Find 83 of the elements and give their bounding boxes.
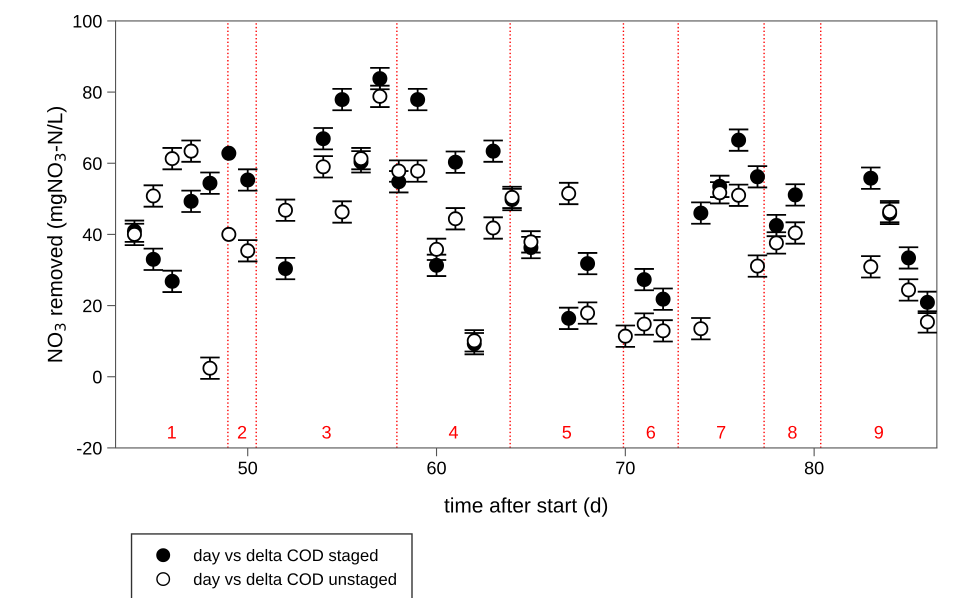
point bbox=[316, 159, 331, 174]
point bbox=[278, 261, 293, 276]
point bbox=[901, 282, 916, 298]
x-axis-title: time after start (d) bbox=[444, 497, 608, 517]
point bbox=[184, 194, 199, 209]
point bbox=[788, 187, 803, 202]
point bbox=[240, 243, 256, 258]
point bbox=[712, 185, 728, 200]
point bbox=[580, 306, 596, 321]
point bbox=[221, 226, 236, 242]
point bbox=[278, 202, 293, 218]
point bbox=[750, 258, 765, 274]
point bbox=[901, 250, 916, 266]
y-tick-label: 60 bbox=[83, 157, 102, 170]
y-tick-label: 0 bbox=[93, 370, 102, 384]
point bbox=[863, 259, 878, 274]
point bbox=[184, 144, 199, 159]
point bbox=[146, 188, 161, 204]
point bbox=[580, 256, 596, 272]
y-tick-label: 40 bbox=[82, 228, 102, 242]
point bbox=[523, 234, 538, 250]
point bbox=[636, 316, 652, 332]
x-tick-label: 70 bbox=[616, 462, 635, 474]
point bbox=[788, 226, 803, 240]
point bbox=[636, 272, 652, 288]
point bbox=[354, 151, 368, 166]
point bbox=[429, 242, 444, 257]
point bbox=[410, 92, 426, 108]
annotation: 7 bbox=[717, 426, 726, 438]
x-tick-label: 50 bbox=[238, 462, 258, 474]
point bbox=[372, 88, 388, 104]
y-tick-label: 20 bbox=[83, 300, 102, 312]
annotation: 5 bbox=[562, 426, 572, 439]
point bbox=[334, 204, 350, 220]
annotation: 8 bbox=[788, 426, 797, 439]
point bbox=[126, 226, 142, 242]
annotation: 1 bbox=[168, 426, 176, 438]
point bbox=[410, 164, 426, 179]
y-tick-label: -20 bbox=[77, 442, 102, 455]
point bbox=[920, 294, 935, 310]
y-axis-title: NO$_{3}$ removed (mgNO$_{3}$-N/L) bbox=[47, 107, 67, 362]
point bbox=[731, 132, 746, 148]
point bbox=[920, 314, 935, 330]
x-tick-label: 60 bbox=[427, 462, 446, 474]
point bbox=[731, 188, 746, 203]
point bbox=[656, 292, 671, 307]
point bbox=[372, 71, 388, 86]
annotation: 2 bbox=[238, 426, 246, 438]
point bbox=[240, 172, 256, 188]
point bbox=[656, 323, 671, 338]
point bbox=[561, 186, 576, 201]
legend-label: day vs delta COD unstaged bbox=[194, 572, 396, 588]
point bbox=[750, 169, 765, 184]
point bbox=[693, 321, 708, 336]
point bbox=[863, 170, 878, 186]
point bbox=[466, 333, 482, 348]
point bbox=[221, 146, 236, 161]
point bbox=[316, 131, 331, 146]
annotation: 6 bbox=[646, 426, 656, 439]
y-tick-label: 100 bbox=[74, 14, 102, 28]
point bbox=[202, 176, 218, 191]
point bbox=[146, 252, 161, 267]
point bbox=[693, 206, 708, 221]
point bbox=[486, 220, 501, 236]
point bbox=[768, 218, 784, 234]
point bbox=[448, 211, 463, 226]
annotation: 3 bbox=[322, 426, 331, 439]
point bbox=[618, 328, 633, 344]
x-tick-label: 80 bbox=[804, 462, 824, 474]
point bbox=[391, 164, 406, 179]
point bbox=[202, 360, 218, 376]
point bbox=[768, 235, 784, 250]
point bbox=[486, 144, 501, 159]
annotation: 4 bbox=[448, 426, 458, 438]
point bbox=[504, 190, 520, 205]
point bbox=[164, 274, 180, 289]
point bbox=[448, 154, 463, 170]
annotation: 9 bbox=[874, 426, 883, 439]
y-tick-label: 80 bbox=[83, 86, 102, 99]
point bbox=[561, 310, 576, 326]
point bbox=[164, 151, 180, 166]
point bbox=[334, 92, 350, 108]
legend-label: day vs delta COD staged bbox=[194, 548, 378, 565]
